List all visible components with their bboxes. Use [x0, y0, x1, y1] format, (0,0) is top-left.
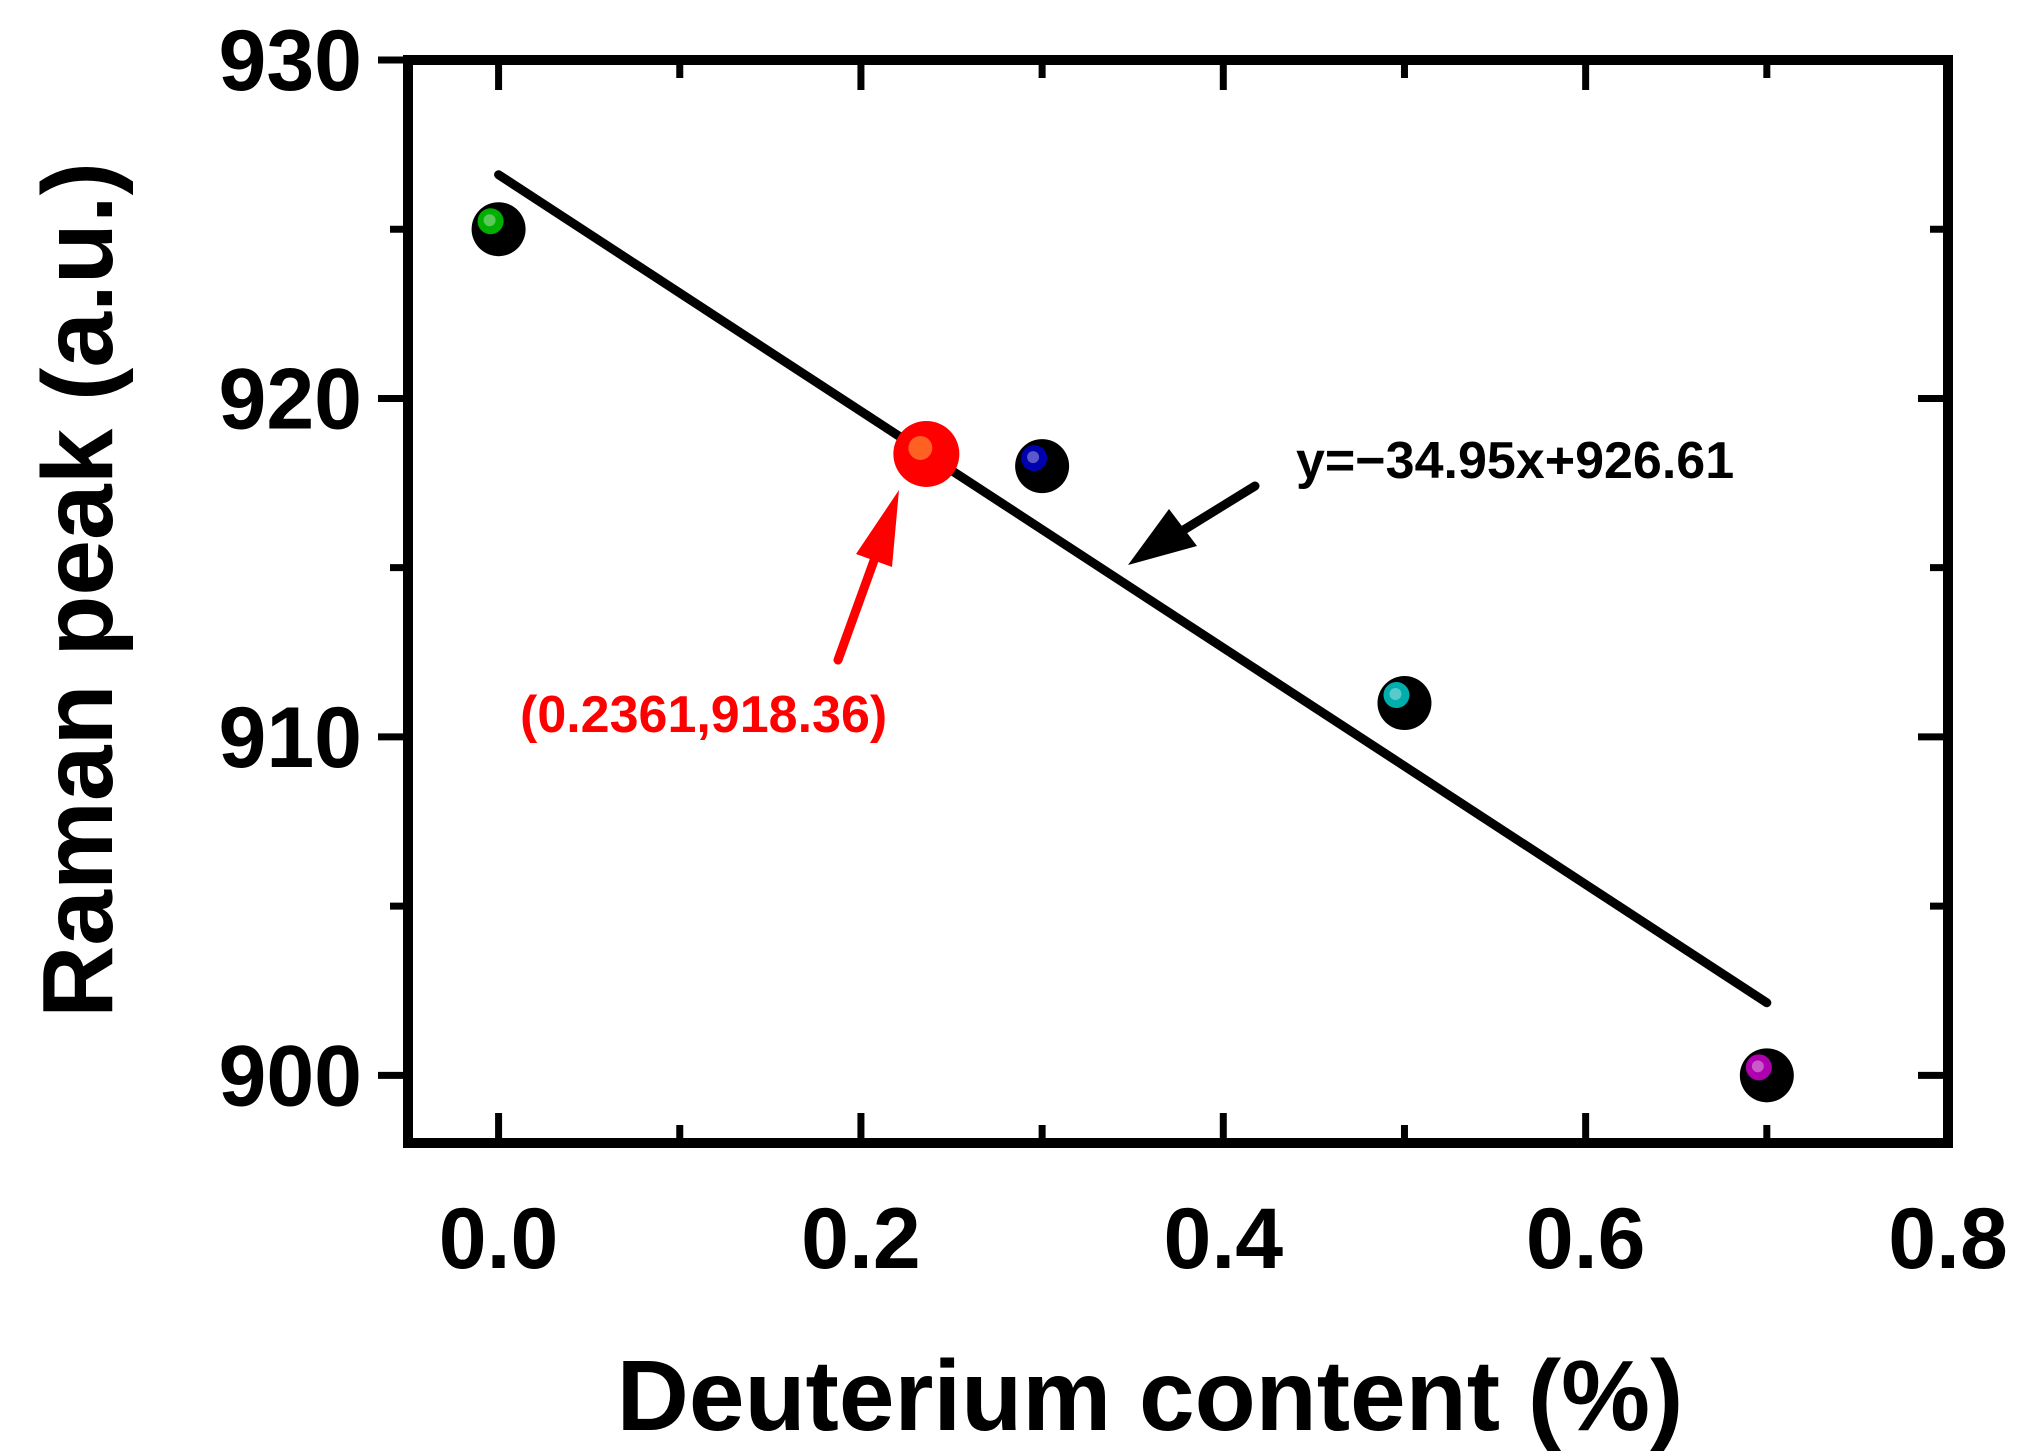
y-tick-label: 930	[219, 13, 363, 109]
highlighted-point-glow	[908, 435, 933, 460]
equation-arrow-head	[1128, 509, 1197, 565]
plot-frame	[403, 55, 1953, 1148]
point-arrow-shaft	[833, 550, 881, 665]
data-point	[1377, 676, 1432, 731]
x-tick-label: 0.0	[439, 1191, 559, 1287]
point-arrow-head	[856, 490, 899, 567]
x-tick-label: 0.4	[1164, 1191, 1284, 1287]
x-tick-label: 0.8	[1888, 1191, 2008, 1287]
x-axis-title: Deuterium content (%)	[617, 1340, 1684, 1452]
y-tick-label: 920	[219, 351, 363, 447]
highlighted-point	[893, 420, 960, 487]
y-tick-label: 900	[219, 1028, 363, 1124]
highlighted-point-label: (0.2361,918.36)	[520, 686, 887, 744]
equation-arrow	[1128, 481, 1260, 565]
ticks	[378, 56, 1952, 1143]
y-axis-title: Raman peak (a.u.)	[22, 162, 134, 1018]
y-tick-label: 910	[219, 690, 363, 786]
point-arrow	[833, 490, 899, 665]
data-point	[1739, 1048, 1794, 1103]
x-tick-label: 0.2	[801, 1191, 921, 1287]
data-point	[1015, 439, 1070, 494]
fit-equation-label: y=−34.95x+926.61	[1296, 432, 1734, 490]
equation-arrow-shaft	[1177, 481, 1260, 536]
x-tick-label: 0.6	[1526, 1191, 1646, 1287]
fit-line	[494, 170, 1772, 1008]
data-points	[471, 202, 1794, 1103]
data-point	[471, 202, 526, 257]
tick-labels: 0.0 0.2 0.4 0.6 0.8 900 910 920 930	[219, 13, 2008, 1287]
